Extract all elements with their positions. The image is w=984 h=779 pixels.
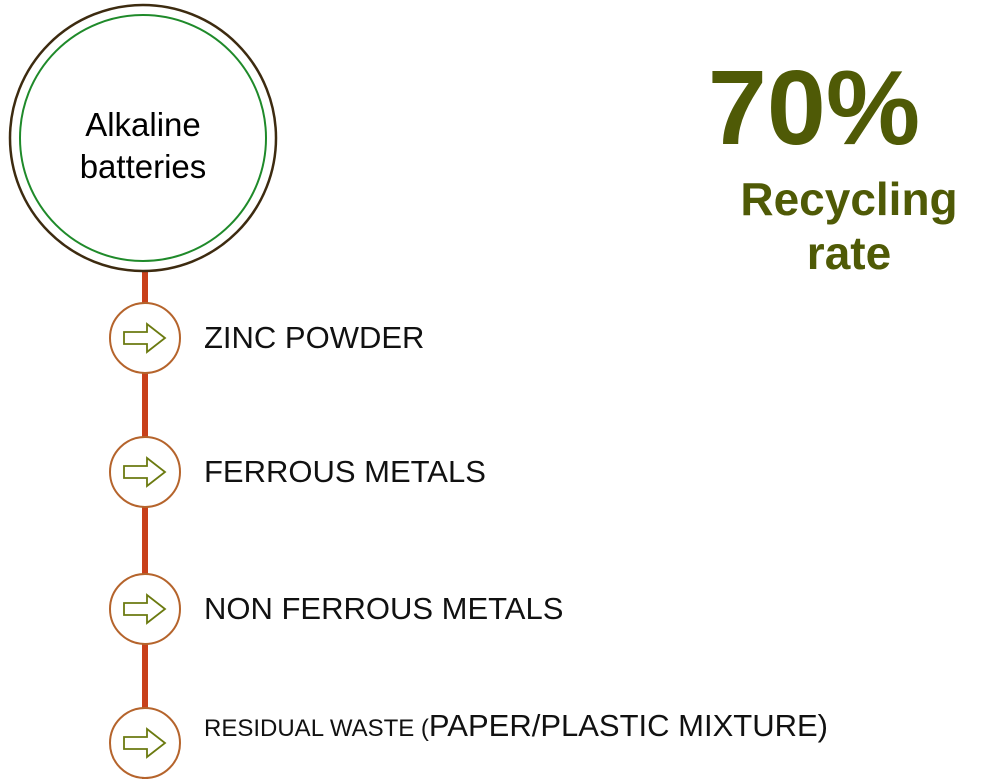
right-arrow-icon: [123, 593, 167, 625]
item-node-1: [109, 302, 181, 374]
item-label-zinc-powder: ZINC POWDER: [204, 320, 425, 355]
right-arrow-icon: [123, 322, 167, 354]
item-label-non-ferrous-metals: NON FERROUS METALS: [204, 591, 564, 626]
item-label-residual-waste-small: RESIDUAL WASTE (: [204, 715, 429, 742]
recycling-rate-value: 70%: [707, 49, 921, 167]
recycling-rate-caption-line2: rate: [806, 227, 892, 279]
main-node-label-line2: batteries: [79, 148, 207, 185]
main-node-outer-ring: [8, 3, 278, 273]
item-label-residual-waste: RESIDUAL WASTE (PAPER/PLASTIC MIXTURE): [204, 709, 828, 746]
main-node-inner-ring: [19, 14, 267, 262]
item-label-ferrous-metals: FERROUS METALS: [204, 454, 486, 489]
right-arrow-icon: [123, 727, 167, 759]
right-arrow-icon: [123, 456, 167, 488]
item-node-2: [109, 436, 181, 508]
recycling-rate-caption: Recycling rate: [714, 172, 984, 280]
item-label-residual-waste-large: PAPER/PLASTIC MIXTURE): [428, 708, 828, 743]
main-node-label: Alkaline batteries: [30, 104, 256, 188]
item-node-4: [109, 707, 181, 779]
main-node-label-line1: Alkaline: [85, 106, 201, 143]
recycling-rate-caption-line1: Recycling: [740, 173, 958, 225]
item-node-3: [109, 573, 181, 645]
